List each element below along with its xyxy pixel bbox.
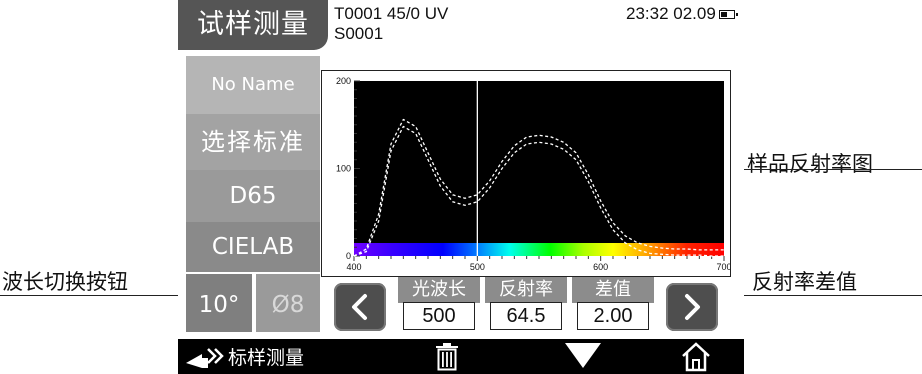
device-screen: 试样测量 T0001 45/0 UV S0001 23:32 02.09 No … xyxy=(178,0,744,374)
annotation-wavelength-switch: 波长切换按钮 xyxy=(2,270,128,294)
home-icon[interactable] xyxy=(681,342,711,372)
y-tick-label: 100 xyxy=(336,164,351,174)
reflectance-graph: 0 100 200 400 500 600 700 xyxy=(321,70,732,277)
y-tick-label: 0 xyxy=(346,251,351,261)
annotation-line xyxy=(718,169,922,170)
arrow-right-icon xyxy=(186,348,224,368)
status-line-2: S0001 xyxy=(334,24,384,43)
triangle-down-icon[interactable] xyxy=(563,341,603,371)
standard-measure-button[interactable]: 标样测量 xyxy=(182,339,342,374)
color-space-button[interactable]: CIELAB xyxy=(186,222,320,272)
plot-area xyxy=(354,81,724,256)
wavelength-value: 500 xyxy=(403,302,475,330)
status-line-1: T0001 45/0 UV xyxy=(334,4,449,23)
reflectance-chart: 0 100 200 400 500 600 700 xyxy=(336,76,732,272)
annotation-reflectance-diff: 反射率差值 xyxy=(752,270,857,294)
trash-icon[interactable] xyxy=(435,343,459,371)
difference-value: 2.00 xyxy=(577,302,649,330)
x-tick-label: 400 xyxy=(346,262,361,272)
battery-icon xyxy=(719,10,738,19)
next-wavelength-button[interactable] xyxy=(666,283,718,331)
prev-wavelength-button[interactable] xyxy=(334,283,386,331)
x-tick-label: 700 xyxy=(716,262,730,272)
observer-button[interactable]: 10° xyxy=(186,274,252,332)
x-tick-label: 500 xyxy=(470,262,485,272)
name-button[interactable]: No Name xyxy=(186,56,320,114)
annotation-line xyxy=(650,295,922,296)
wavelength-readout: 光波长 500 xyxy=(398,277,480,331)
y-tick-label: 200 xyxy=(336,76,351,86)
reflectance-label: 反射率 xyxy=(485,277,567,303)
reflectance-value: 64.5 xyxy=(490,302,562,330)
clock: 23:32 02.09 xyxy=(626,4,716,23)
annotation-sample-reflectance-graph: 样品反射率图 xyxy=(747,152,873,176)
reflectance-series-line xyxy=(353,125,724,257)
illuminant-button[interactable]: D65 xyxy=(186,170,320,222)
select-standard-button[interactable]: 选择标准 xyxy=(186,114,320,170)
aperture-button[interactable]: Ø8 xyxy=(256,274,320,332)
standard-measure-label: 标样测量 xyxy=(228,347,305,369)
reflectance-readout: 反射率 64.5 xyxy=(485,277,567,331)
reflectance-series-line xyxy=(353,118,724,257)
page-title: 试样测量 xyxy=(178,0,328,50)
difference-label: 差值 xyxy=(572,277,654,303)
chevron-right-icon xyxy=(685,294,700,320)
bottom-bar: 标样测量 xyxy=(178,339,744,374)
x-tick-label: 600 xyxy=(593,262,608,272)
chevron-left-icon xyxy=(352,294,367,320)
wavelength-label: 光波长 xyxy=(398,277,480,303)
difference-readout: 差值 2.00 xyxy=(572,277,654,331)
